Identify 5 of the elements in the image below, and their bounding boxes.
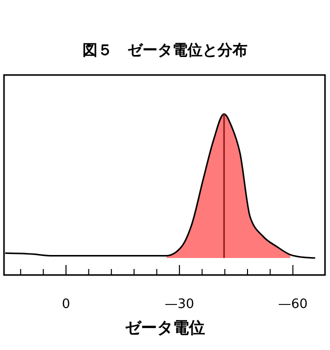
x-tick-label: —30 bbox=[164, 297, 194, 312]
x-tick-label: —60 bbox=[278, 297, 308, 312]
x-tick-label: 0 bbox=[62, 297, 70, 312]
x-axis-title: ゼータ電位 bbox=[125, 318, 205, 337]
chart-title: 図５ ゼータ電位と分布 bbox=[82, 41, 248, 59]
